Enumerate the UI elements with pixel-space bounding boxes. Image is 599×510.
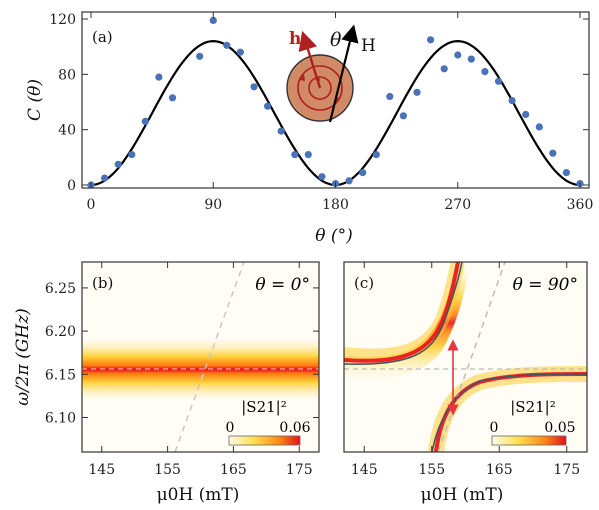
data-point xyxy=(196,52,204,60)
colorbar-label: |S21|² xyxy=(241,398,286,416)
vortex-arrow xyxy=(300,74,305,81)
panel-b: 145 155 165 175 6.10 6.15 6.20 6.25 (b) θ = 0°… xyxy=(13,261,320,505)
data-point xyxy=(277,127,285,135)
vortex-outer-loop xyxy=(297,65,343,111)
panel-b-title: θ = 0° xyxy=(255,275,310,295)
data-point xyxy=(318,173,326,181)
data-point xyxy=(141,117,149,125)
data-point xyxy=(223,41,231,49)
x-ticks: 0 90 180 270 360 xyxy=(87,12,594,213)
y-tick-label: 0 xyxy=(67,178,76,194)
colorbar-max: 0.05 xyxy=(544,420,575,436)
data-point xyxy=(345,177,353,185)
data-point xyxy=(427,36,435,44)
x-tick-label: 145 xyxy=(88,462,115,478)
x-axis-label: μ0H (mT) xyxy=(157,485,240,505)
data-point xyxy=(372,151,380,159)
panel-a: 0 90 180 270 360 0 40 80 120 (a) θ (°) C (θ) h … xyxy=(25,11,594,246)
x-tick-label: 360 xyxy=(567,197,594,213)
x-tick-label: 155 xyxy=(154,462,181,478)
data-point xyxy=(413,88,421,96)
panel-c-label: (c) xyxy=(354,274,374,292)
panel-c-title: θ = 90° xyxy=(513,275,578,295)
data-point xyxy=(236,48,244,56)
lower-fit-curve xyxy=(431,373,587,452)
upper-branch-core xyxy=(344,262,460,363)
x-tick-label: 90 xyxy=(204,197,222,213)
colorbar-min: 0 xyxy=(226,420,235,436)
x-tick-label: 175 xyxy=(553,462,580,478)
y-tick-label: 80 xyxy=(58,67,76,83)
x-tick-label: 180 xyxy=(322,197,349,213)
data-point xyxy=(535,123,543,131)
y-tick-label: 40 xyxy=(58,123,76,139)
upper-branch-band xyxy=(344,262,470,384)
x-axis-label: μ0H (mT) xyxy=(421,485,504,505)
y-ticks: 0 40 80 120 xyxy=(49,12,589,194)
x-tick-label: 165 xyxy=(220,462,247,478)
panel-b-label: (b) xyxy=(92,274,113,292)
y-tick-label: 6.15 xyxy=(45,367,76,383)
x-ticks: 145 155 165 175 xyxy=(351,262,580,478)
x-axis-label: θ (°) xyxy=(315,226,352,246)
H-label: H xyxy=(361,36,376,56)
x-tick-label: 0 xyxy=(87,197,96,213)
data-point xyxy=(155,73,163,81)
data-point xyxy=(101,174,109,182)
x-tick-label: 165 xyxy=(486,462,513,478)
colorbar-min: 0 xyxy=(490,420,499,436)
upper-fit-curve xyxy=(344,262,463,366)
h-arrow xyxy=(298,30,322,89)
colorbar-max: 0.06 xyxy=(279,420,310,436)
x-ticks: 145 155 165 175 xyxy=(88,262,313,478)
data-point xyxy=(549,149,557,157)
data-point xyxy=(209,16,217,24)
data-point xyxy=(168,94,177,102)
data-point xyxy=(264,102,272,110)
inset-diagram: h θ H xyxy=(286,24,376,123)
data-point xyxy=(440,65,448,73)
data-point xyxy=(399,112,407,120)
data-point xyxy=(508,97,516,105)
panel-a-label: (a) xyxy=(92,28,113,46)
colorbar xyxy=(228,435,301,446)
data-point xyxy=(128,151,136,159)
y-tick-label: 6.10 xyxy=(45,410,76,426)
H-arrow xyxy=(328,24,359,123)
data-point xyxy=(454,51,462,59)
data-point xyxy=(250,83,258,91)
x-tick-label: 155 xyxy=(418,462,445,478)
h-label: h xyxy=(289,29,301,49)
x-tick-label: 175 xyxy=(286,462,313,478)
x-tick-label: 270 xyxy=(444,197,471,213)
y-axis-label: ω/2π (GHz) xyxy=(13,308,33,406)
data-point xyxy=(359,169,367,177)
panel-c: 145 155 165 175 (c) θ = 90° μ0H (mT) |S21|²… xyxy=(343,261,588,505)
data-point xyxy=(386,92,394,101)
x-tick-label: 145 xyxy=(351,462,378,478)
y-tick-label: 6.25 xyxy=(45,281,76,297)
data-point xyxy=(562,169,571,177)
panel-b-frame xyxy=(81,261,320,453)
vortex-inner-loop xyxy=(308,76,332,100)
colorbar xyxy=(491,435,567,446)
data-point xyxy=(522,110,530,119)
data-point xyxy=(291,151,299,159)
y-axis-label: C (θ) xyxy=(25,79,45,121)
data-point xyxy=(304,151,312,159)
panel-c-frame xyxy=(343,261,588,453)
y-tick-label: 120 xyxy=(49,12,76,28)
data-point xyxy=(114,160,122,168)
y-tick-label: 6.20 xyxy=(45,324,76,340)
data-point xyxy=(494,77,503,85)
magnon-mode-line xyxy=(437,262,506,452)
data-points xyxy=(87,16,584,189)
theta-label: θ xyxy=(330,29,342,51)
colorbar-label: |S21|² xyxy=(510,398,555,416)
data-point xyxy=(467,55,475,63)
y-ticks: 6.10 6.15 6.20 6.25 xyxy=(45,281,319,426)
data-point xyxy=(481,68,489,76)
magnon-mode-line xyxy=(174,262,245,452)
